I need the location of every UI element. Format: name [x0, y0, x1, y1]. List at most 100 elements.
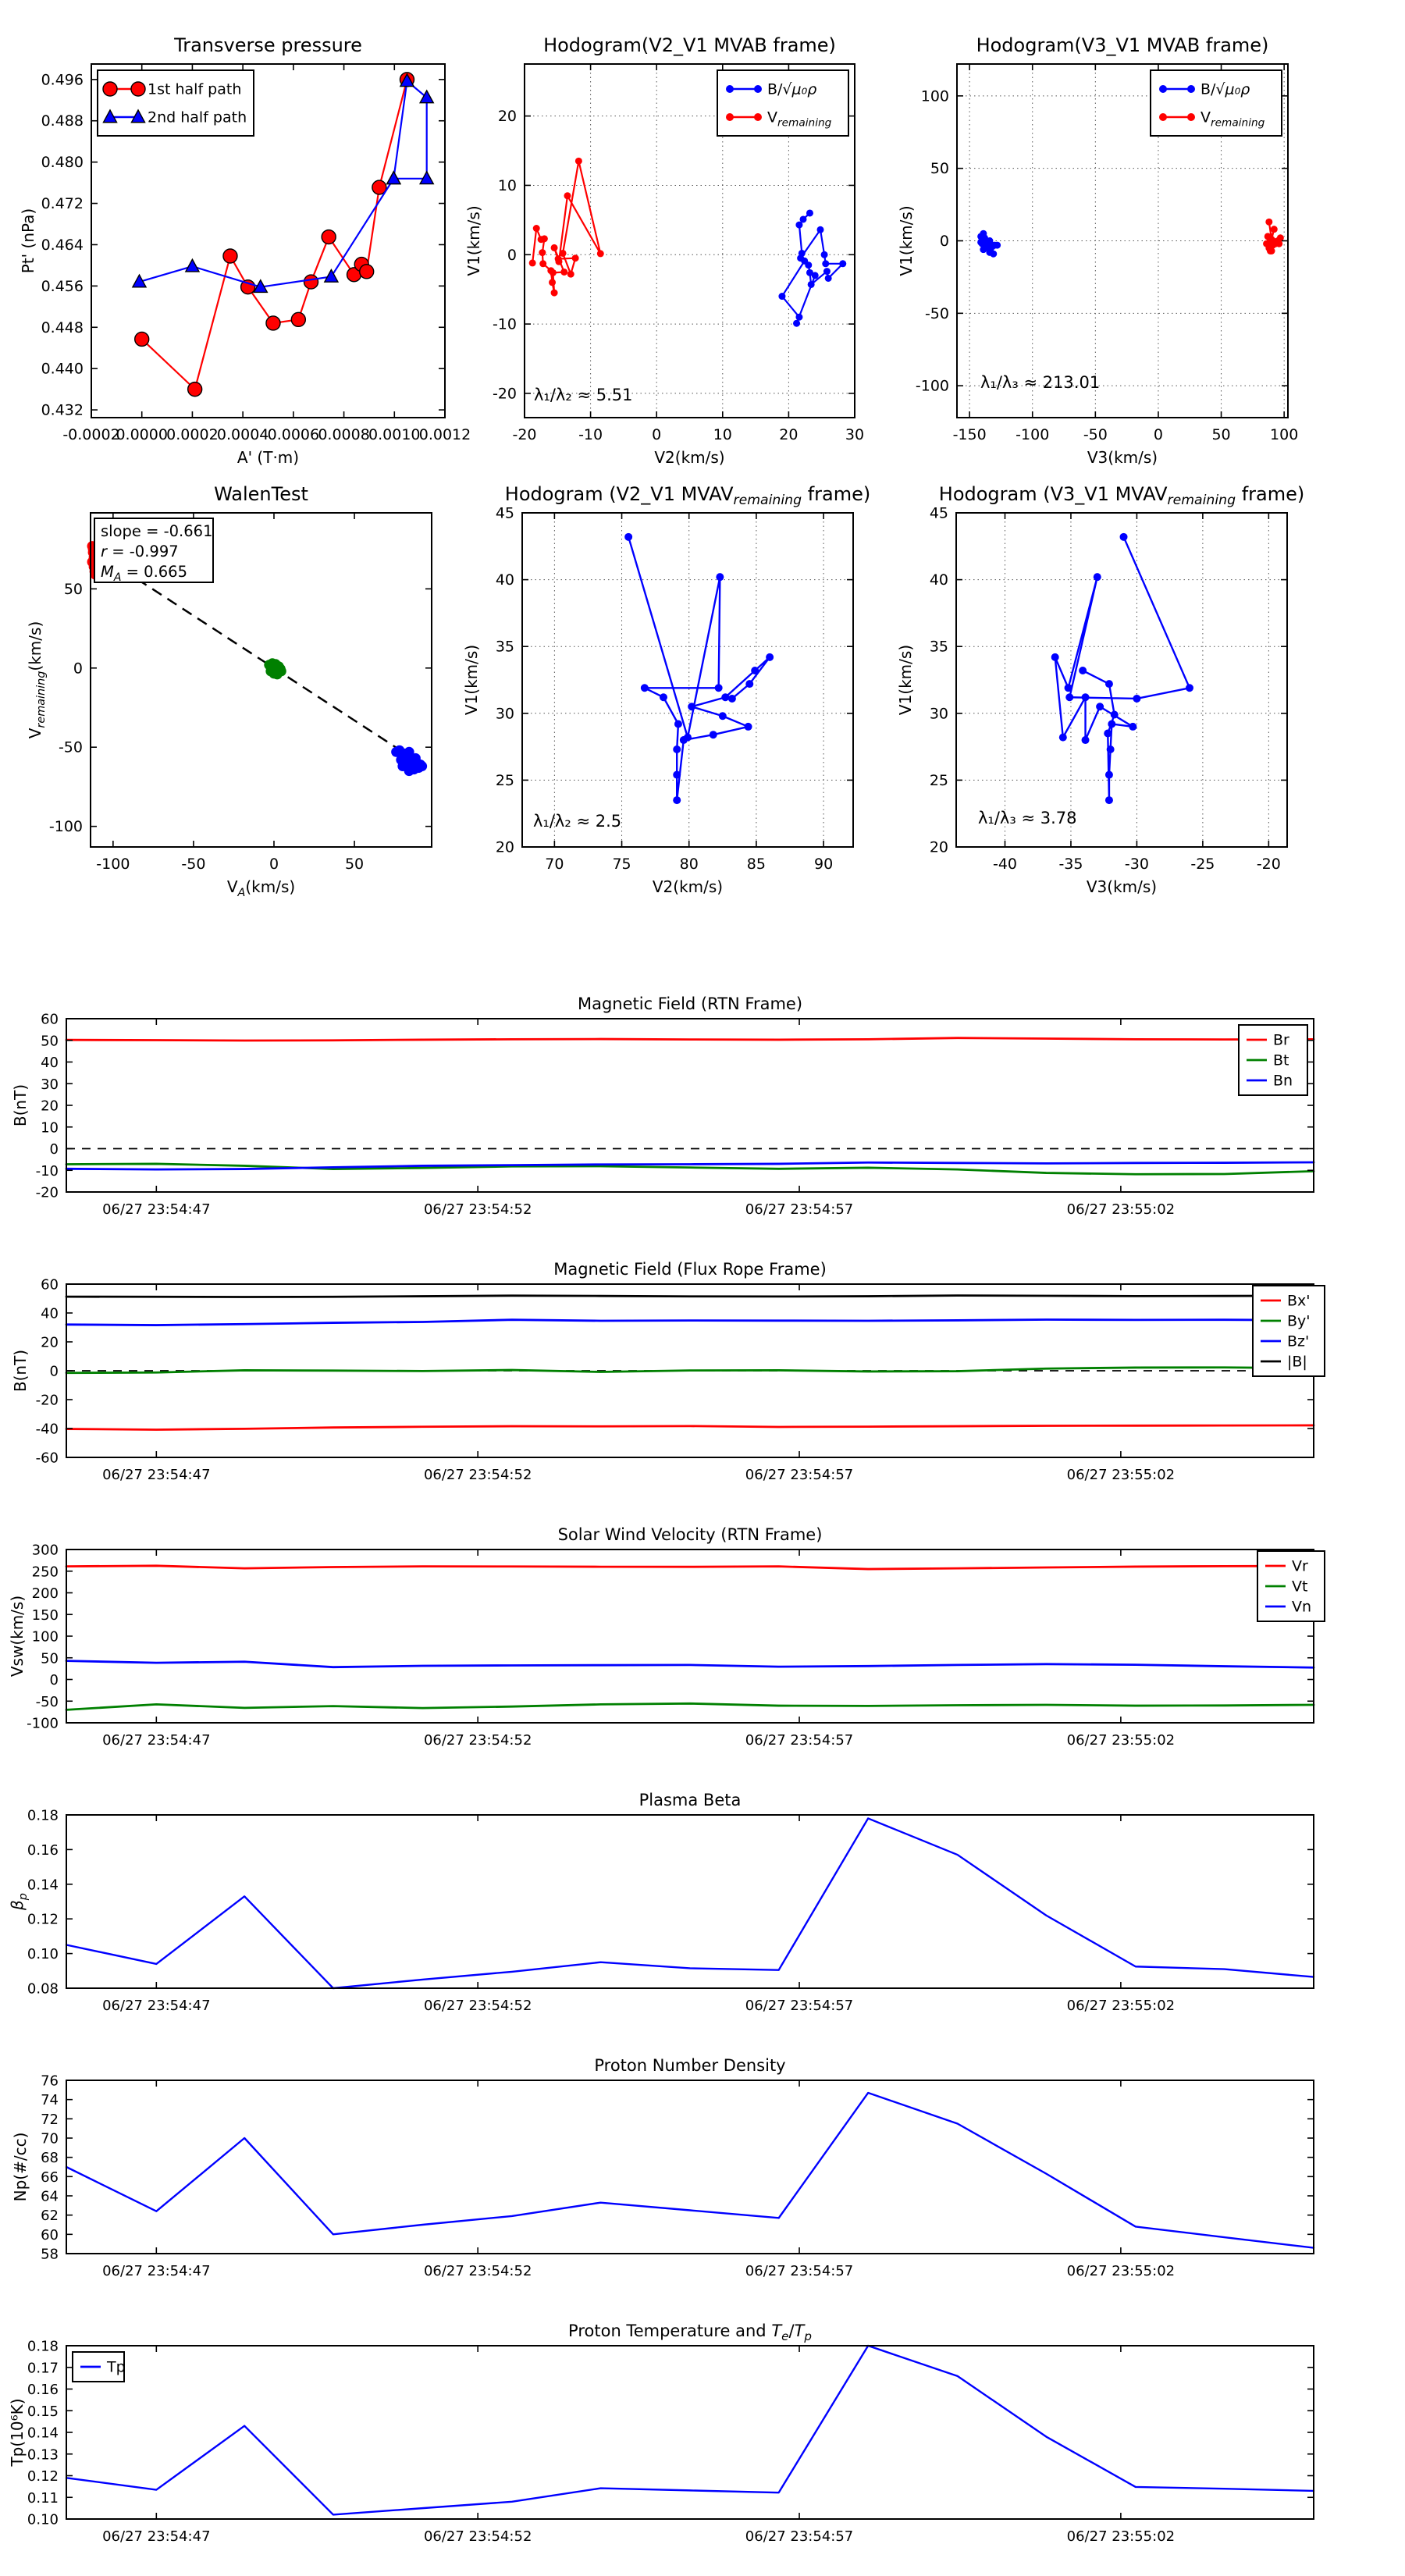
svg-text:0: 0	[50, 1364, 59, 1380]
svg-text:0: 0	[940, 233, 949, 250]
svg-text:45: 45	[496, 505, 514, 522]
svg-text:1st half path: 1st half path	[148, 81, 241, 98]
svg-text:Proton Number Density: Proton Number Density	[594, 2056, 785, 2075]
svg-text:B(nT): B(nT)	[11, 1084, 30, 1126]
svg-text:10: 10	[713, 426, 732, 443]
svg-text:06/27 23:54:57: 06/27 23:54:57	[745, 1732, 853, 1749]
svg-text:0.0012: 0.0012	[419, 426, 471, 443]
svg-text:20: 20	[41, 1098, 59, 1115]
svg-text:60: 60	[41, 1277, 59, 1293]
svg-text:10: 10	[41, 1119, 59, 1136]
svg-text:62: 62	[41, 2208, 59, 2224]
svg-text:50: 50	[1211, 426, 1230, 443]
plot-magnetic-field-rtn: 06/27 23:54:47 06/27 23:54:52 06/27 23:54:…	[11, 994, 1315, 1218]
svg-text:Hodogram(V3_V1 MVAB frame): Hodogram(V3_V1 MVAB frame)	[976, 34, 1269, 56]
svg-text:06/27 23:55:02: 06/27 23:55:02	[1067, 1201, 1175, 1218]
svg-text:0.14: 0.14	[27, 1877, 59, 1893]
svg-text:-20: -20	[36, 1393, 59, 1409]
svg-text:60: 60	[41, 1012, 59, 1028]
chart-svg-solar_wind_velocity: 06/27 23:54:47 06/27 23:54:52 06/27 23:54:…	[8, 1525, 1325, 1749]
svg-text:0.0006: 0.0006	[268, 426, 319, 443]
svg-text:βp: βp	[8, 1893, 30, 1911]
svg-text:-150: -150	[953, 426, 987, 443]
svg-text:25: 25	[930, 772, 948, 789]
svg-text:Proton Temperature and Te/Tp: Proton Temperature and Te/Tp	[568, 2322, 812, 2343]
svg-text:150: 150	[32, 1607, 59, 1624]
svg-text:0: 0	[1154, 426, 1163, 443]
chart-svg-plasma_beta: 06/27 23:54:47 06/27 23:54:52 06/27 23:54:…	[8, 1791, 1315, 2014]
svg-text:-20: -20	[493, 385, 517, 402]
svg-text:Bx': Bx'	[1287, 1293, 1311, 1310]
svg-text:Vsw(km/s): Vsw(km/s)	[8, 1596, 27, 1677]
chart-svg-proton_number_density: 06/27 23:54:47 06/27 23:54:52 06/27 23:54:…	[11, 2056, 1315, 2279]
svg-text:60: 60	[41, 2227, 59, 2243]
svg-text:-60: -60	[36, 1450, 59, 1467]
svg-text:76: 76	[41, 2073, 59, 2090]
svg-text:0.18: 0.18	[27, 1808, 59, 1824]
svg-text:WalenTest: WalenTest	[214, 483, 308, 505]
plot-magnetic-field-fluxrope: 06/27 23:54:47 06/27 23:54:52 06/27 23:54:…	[11, 1260, 1325, 1483]
svg-text:300: 300	[32, 1542, 59, 1559]
plot-plasma-beta: 06/27 23:54:47 06/27 23:54:52 06/27 23:54:…	[8, 1791, 1315, 2014]
chart-svg-hodogram_v2v1_mvab: -20 -10 0 10 20 30 -20 -10 0 10 20 Hodogram(V2_V1 M…	[464, 34, 864, 467]
svg-text:-0.0002: -0.0002	[62, 426, 119, 443]
svg-text:-10: -10	[493, 316, 517, 333]
svg-text:06/27 23:54:57: 06/27 23:54:57	[745, 2263, 853, 2279]
svg-text:V2(km/s): V2(km/s)	[653, 877, 723, 896]
svg-text:45: 45	[930, 505, 948, 522]
plot-solar-wind-velocity: 06/27 23:54:47 06/27 23:54:52 06/27 23:54:…	[8, 1525, 1325, 1749]
svg-text:06/27 23:54:47: 06/27 23:54:47	[102, 1467, 210, 1483]
svg-text:-35: -35	[1058, 856, 1083, 873]
svg-text:-50: -50	[1083, 426, 1108, 443]
svg-text:-40: -40	[36, 1421, 59, 1438]
svg-text:06/27 23:55:02: 06/27 23:55:02	[1067, 2263, 1175, 2279]
svg-text:0.16: 0.16	[27, 1842, 59, 1859]
svg-text:0: 0	[269, 856, 279, 873]
svg-text:0.08: 0.08	[27, 1981, 59, 1998]
svg-text:50: 50	[930, 160, 949, 177]
svg-text:V1(km/s): V1(km/s)	[462, 645, 481, 715]
svg-text:06/27 23:54:57: 06/27 23:54:57	[745, 1998, 853, 2014]
svg-text:By': By'	[1287, 1313, 1311, 1330]
svg-text:0.12: 0.12	[27, 2468, 59, 2485]
svg-text:-50: -50	[925, 305, 949, 322]
svg-text:0.440: 0.440	[41, 361, 84, 378]
svg-text:20: 20	[498, 108, 517, 125]
svg-text:B(nT): B(nT)	[11, 1350, 30, 1392]
svg-text:Hodogram(V2_V1 MVAB frame): Hodogram(V2_V1 MVAB frame)	[543, 34, 836, 56]
svg-text:V3(km/s): V3(km/s)	[1087, 448, 1158, 467]
plot-hodogram-v2v1-mvab: -20 -10 0 10 20 30 -20 -10 0 10 20 Hodogram(V2_V1 M…	[464, 34, 864, 467]
svg-text:0.14: 0.14	[27, 2425, 59, 2442]
svg-text:06/27 23:54:47: 06/27 23:54:47	[102, 1998, 210, 2014]
svg-text:0.12: 0.12	[27, 1912, 59, 1928]
svg-text:30: 30	[930, 705, 948, 722]
svg-text:Bz': Bz'	[1287, 1333, 1309, 1350]
svg-text:-100: -100	[49, 818, 83, 835]
svg-text:06/27 23:54:52: 06/27 23:54:52	[424, 1467, 532, 1483]
svg-text:20: 20	[779, 426, 798, 443]
svg-text:200: 200	[32, 1585, 59, 1602]
svg-text:0.496: 0.496	[41, 71, 84, 88]
svg-text:Br: Br	[1273, 1032, 1289, 1049]
svg-text:2nd half path: 2nd half path	[148, 109, 247, 126]
chart-svg-hodogram_v3v1_mvab: -150 -100 -50 0 50 100 -100 -50 0 50 100 Hodogram(V…	[897, 34, 1298, 467]
svg-text:0: 0	[50, 1141, 59, 1158]
svg-text:0.15: 0.15	[27, 2403, 59, 2420]
plot-proton-temperature: 06/27 23:54:47 06/27 23:54:52 06/27 23:54:…	[8, 2322, 1315, 2545]
svg-text:06/27 23:54:57: 06/27 23:54:57	[745, 1201, 853, 1218]
svg-text:r = -0.997: r = -0.997	[101, 543, 179, 560]
svg-text:85: 85	[747, 856, 766, 873]
svg-text:06/27 23:55:02: 06/27 23:55:02	[1067, 1998, 1175, 2014]
svg-text:-20: -20	[36, 1185, 59, 1201]
svg-text:06/27 23:54:52: 06/27 23:54:52	[424, 1998, 532, 2014]
svg-text:-20: -20	[512, 426, 536, 443]
svg-text:74: 74	[41, 2092, 59, 2108]
chart-svg-mag_field_rtn: 06/27 23:54:47 06/27 23:54:52 06/27 23:54:…	[11, 994, 1315, 1218]
svg-text:-10: -10	[578, 426, 603, 443]
svg-text:Np(#/cc): Np(#/cc)	[11, 2133, 30, 2202]
svg-text:V2(km/s): V2(km/s)	[654, 448, 724, 467]
svg-text:Hodogram (V3_V1 MVAVremaining: Hodogram (V3_V1 MVAVremaining frame)	[939, 483, 1304, 508]
svg-text:-50: -50	[59, 739, 83, 756]
svg-text:0.0002: 0.0002	[166, 426, 218, 443]
